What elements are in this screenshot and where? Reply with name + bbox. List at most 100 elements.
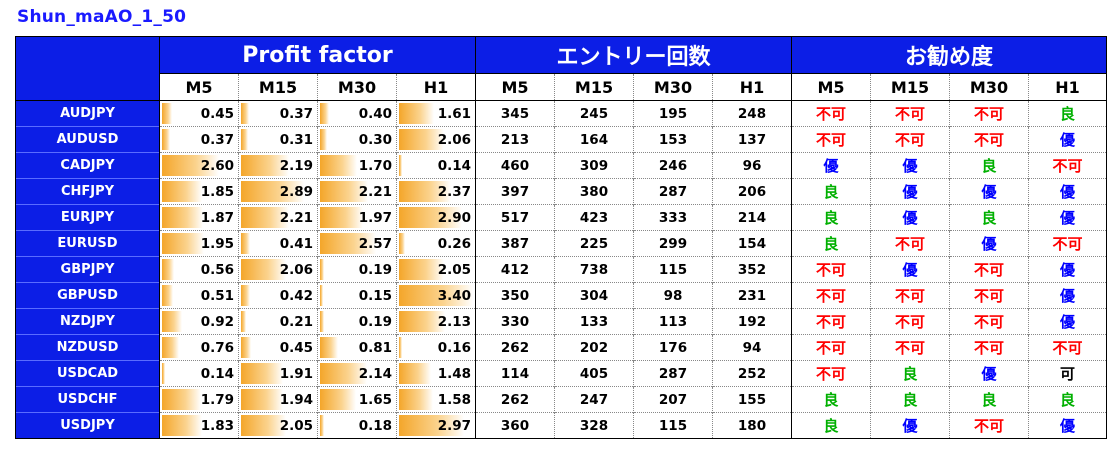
timeframe-header-entries-m15: M15	[554, 73, 634, 101]
profit-factor-cell: 1.94	[238, 386, 318, 413]
profit-factor-cell: 0.56	[159, 256, 239, 283]
rating-cell: 不可	[1028, 230, 1107, 257]
timeframe-header-entries-m5: M5	[475, 73, 555, 101]
profit-factor-cell: 0.76	[159, 334, 239, 361]
entry-count-cell: 192	[712, 308, 792, 335]
rating-cell: 不可	[791, 360, 871, 387]
rating-cell: 可	[1028, 360, 1107, 387]
rating-cell: 良	[1028, 100, 1107, 127]
rating-cell: 不可	[1028, 152, 1107, 179]
table-row: GBPUSD 0.51 0.42 0.15 3.40 350 304 98 231 不可 不可 不可優	[15, 282, 1107, 309]
rating-cell: 優	[1028, 282, 1107, 309]
entry-count-cell: 115	[633, 412, 713, 439]
rating-cell: 不可	[949, 126, 1029, 153]
profit-factor-cell: 1.95	[159, 230, 239, 257]
data-bar	[399, 207, 463, 228]
table-row: USDCHF 1.79 1.94 1.65 1.58 262 247 207 155 良良良良	[15, 386, 1107, 413]
profit-factor-value: 0.14	[437, 157, 471, 174]
data-bar	[162, 207, 203, 228]
data-bar	[320, 337, 338, 358]
profit-factor-table: Profit factor エントリー回数 お勧め度 M5 M15 M30 H1 M5 M…	[15, 36, 1107, 439]
rating-cell: 優	[1028, 308, 1107, 335]
profit-factor-cell: 0.16	[396, 334, 476, 361]
entry-count-cell: 287	[633, 360, 713, 387]
profit-factor-cell: 2.97	[396, 412, 476, 439]
entry-count-cell: 180	[712, 412, 792, 439]
table-body: AUDJPY 0.45 0.37 0.40 1.61 345 245 195 248 不可 不可 不可…	[15, 100, 1107, 439]
timeframe-header-rating-m5: M5	[791, 73, 871, 101]
entry-count-cell: 115	[633, 256, 713, 283]
data-bar	[399, 311, 446, 332]
profit-factor-value: 0.15	[358, 287, 392, 304]
profit-factor-value: 2.14	[358, 365, 392, 382]
profit-factor-cell: 2.89	[238, 178, 318, 205]
group-header-entries: エントリー回数	[475, 36, 792, 74]
entry-count-cell: 330	[475, 308, 555, 335]
entry-count-cell: 387	[475, 230, 555, 257]
entry-count-cell: 98	[633, 282, 713, 309]
data-bar	[241, 181, 304, 202]
rating-cell: 不可	[870, 126, 950, 153]
profit-factor-value: 0.37	[200, 131, 234, 148]
profit-factor-cell: 0.42	[238, 282, 318, 309]
pair-label: USDJPY	[15, 412, 160, 439]
profit-factor-value: 2.37	[437, 183, 471, 200]
profit-factor-value: 2.05	[437, 261, 471, 278]
profit-factor-cell: 0.45	[238, 334, 318, 361]
profit-factor-cell: 0.19	[317, 256, 397, 283]
profit-factor-value: 2.90	[437, 209, 471, 226]
data-bar	[399, 233, 405, 254]
entry-count-cell: 213	[475, 126, 555, 153]
profit-factor-value: 0.16	[437, 339, 471, 356]
rating-cell: 優	[1028, 256, 1107, 283]
entry-count-cell: 423	[554, 204, 634, 231]
data-bar	[162, 233, 205, 254]
entry-count-cell: 738	[554, 256, 634, 283]
profit-factor-value: 0.92	[200, 313, 234, 330]
pair-label: EURUSD	[15, 230, 160, 257]
table-row: CHFJPY 1.85 2.89 2.21 2.37 397 380 287 206 良優優優	[15, 178, 1107, 205]
profit-factor-cell: 2.05	[396, 256, 476, 283]
table-row: GBPJPY 0.56 2.06 0.19 2.05 412 738 115 352 不可優不可優	[15, 256, 1107, 283]
data-bar	[162, 285, 174, 306]
entry-count-cell: 245	[554, 100, 634, 127]
profit-factor-value: 0.56	[200, 261, 234, 278]
table-row: EURJPY 1.87 2.21 1.97 2.90 517 423 333 214 良優良優	[15, 204, 1107, 231]
data-bar	[162, 337, 179, 358]
profit-factor-cell: 0.51	[159, 282, 239, 309]
entry-count-cell: 114	[475, 360, 555, 387]
data-bar	[399, 363, 432, 384]
entry-count-cell: 380	[554, 178, 634, 205]
profit-factor-cell: 2.90	[396, 204, 476, 231]
timeframe-header-profit-factor-m15: M15	[238, 73, 318, 101]
profit-factor-value: 1.85	[200, 183, 234, 200]
pair-label: NZDJPY	[15, 308, 160, 335]
rating-cell: 良	[791, 204, 871, 231]
data-bar	[162, 415, 202, 436]
data-bar	[399, 285, 473, 306]
profit-factor-cell: 1.87	[159, 204, 239, 231]
profit-factor-value: 0.19	[358, 261, 392, 278]
timeframe-header-rating-m15: M15	[870, 73, 950, 101]
profit-factor-value: 1.94	[279, 391, 313, 408]
timeframe-header-rating-m30: M30	[949, 73, 1029, 101]
rating-cell: 良	[949, 204, 1029, 231]
profit-factor-value: 0.42	[279, 287, 313, 304]
table-row: AUDJPY 0.45 0.37 0.40 1.61 345 245 195 248 不可 不可 不可…	[15, 100, 1107, 127]
profit-factor-cell: 2.14	[317, 360, 397, 387]
entry-count-cell: 412	[475, 256, 555, 283]
profit-factor-value: 1.87	[200, 209, 234, 226]
timeframe-header-profit-factor-m30: M30	[317, 73, 397, 101]
timeframe-header-entries-h1: H1	[712, 73, 792, 101]
data-bar	[241, 389, 284, 410]
pair-label: CHFJPY	[15, 178, 160, 205]
profit-factor-cell: 1.58	[396, 386, 476, 413]
rating-cell: 良	[949, 386, 1029, 413]
rating-cell: 不可	[791, 334, 871, 361]
data-bar	[399, 259, 444, 280]
profit-factor-cell: 2.05	[238, 412, 318, 439]
data-bar	[320, 233, 376, 254]
profit-factor-cell: 2.06	[396, 126, 476, 153]
group-header-rating: お勧め度	[791, 36, 1107, 74]
table-row: NZDJPY 0.92 0.21 0.19 2.13 330 133 113 192 不可 不可 不可…	[15, 308, 1107, 335]
